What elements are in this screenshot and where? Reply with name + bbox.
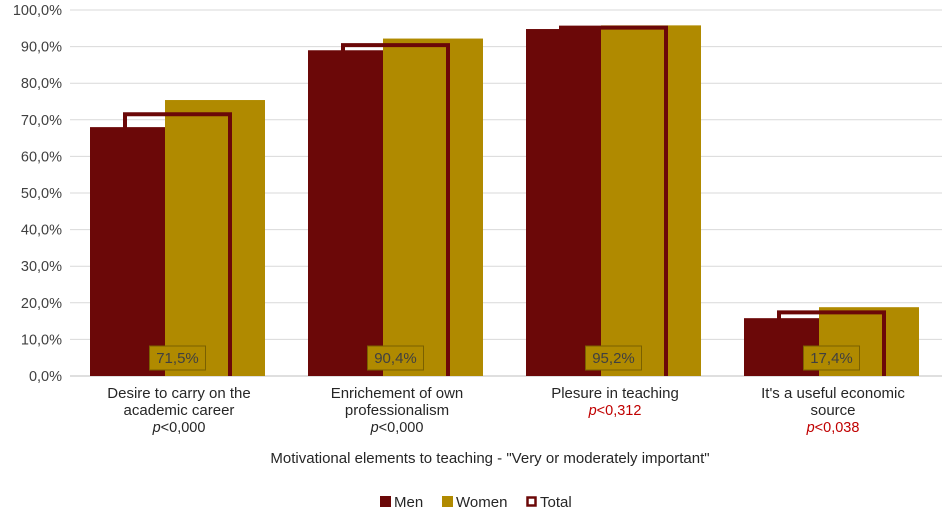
category-label: Desire to carry on the — [107, 385, 250, 402]
bar-total — [777, 310, 886, 376]
p-value-label: p<0,038 — [806, 420, 860, 436]
y-tick-label: 30,0% — [21, 259, 62, 275]
x-axis-title: Motivational elements to teaching - "Ver… — [270, 450, 709, 467]
bar-men — [526, 29, 601, 376]
bar-total — [341, 43, 450, 376]
data-label-total: 90,4% — [374, 350, 417, 367]
y-tick-label: 10,0% — [21, 332, 62, 348]
y-axis-ticks: 0,0% 10,0% 20,0% 30,0% 40,0% 50,0% 60,0% 70,0% 8… — [13, 3, 62, 385]
category-label: professionalism — [345, 402, 449, 419]
y-tick-label: 0,0% — [29, 369, 62, 385]
legend: Men Women Total — [380, 494, 572, 511]
category-label: It's a useful economic — [761, 385, 905, 402]
legend-label: Total — [540, 494, 572, 511]
bar-men — [308, 50, 383, 376]
p-value-label: p<0,312 — [588, 403, 642, 419]
p-value-label: p<0,000 — [370, 420, 424, 436]
bar-total — [559, 25, 668, 376]
category-label: Enrichement of own — [331, 385, 464, 402]
y-tick-label: 60,0% — [21, 149, 62, 165]
legend-swatch-men — [380, 496, 391, 507]
bar-women — [601, 25, 701, 376]
bar-women — [165, 100, 265, 376]
bar-total — [123, 112, 232, 376]
data-label-box — [367, 345, 424, 371]
category-label: academic career — [124, 402, 235, 419]
legend-swatch-total — [526, 496, 537, 507]
bar-men — [90, 127, 165, 377]
y-tick-label: 20,0% — [21, 296, 62, 312]
data-label-total: 95,2% — [592, 350, 635, 367]
p-value-label: p<0,000 — [152, 420, 206, 436]
legend-label: Men — [394, 494, 423, 511]
data-label-box — [803, 345, 860, 371]
y-tick-label: 50,0% — [21, 186, 62, 202]
data-label-box — [585, 345, 642, 371]
bars: 71,5% 90,4% 95,2% 17,4% — [90, 25, 919, 377]
data-label-box — [149, 345, 206, 371]
y-tick-label: 90,0% — [21, 40, 62, 56]
legend-swatch-women — [442, 496, 453, 507]
y-tick-label: 70,0% — [21, 113, 62, 129]
legend-label: Women — [456, 494, 507, 511]
data-label-total: 17,4% — [810, 350, 853, 367]
y-tick-label: 100,0% — [13, 3, 62, 19]
category-label: Plesure in teaching — [551, 385, 679, 402]
bar-women — [383, 38, 483, 376]
category-label: source — [810, 402, 855, 419]
y-tick-label: 80,0% — [21, 76, 62, 92]
data-label-total: 71,5% — [156, 350, 199, 367]
y-tick-label: 40,0% — [21, 223, 62, 239]
